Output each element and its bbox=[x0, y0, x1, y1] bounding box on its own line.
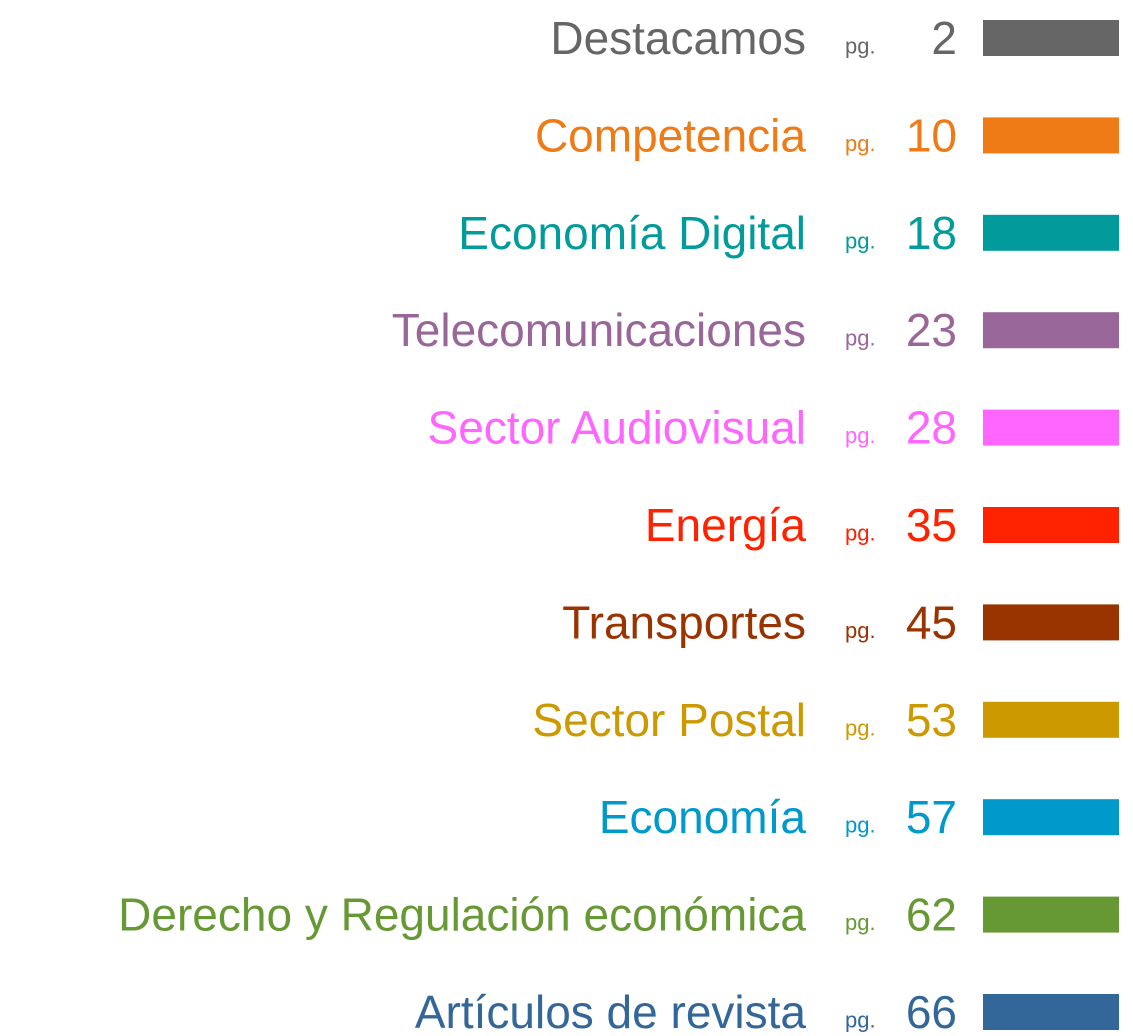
entry-label: Transportes bbox=[562, 596, 806, 648]
color-bar bbox=[983, 117, 1119, 154]
color-bar bbox=[983, 604, 1119, 641]
page-number: 28 bbox=[906, 402, 957, 454]
color-bar bbox=[983, 799, 1119, 836]
color-bar bbox=[983, 20, 1119, 56]
page-prefix: pg. bbox=[845, 521, 876, 546]
page-number: 66 bbox=[906, 986, 957, 1036]
color-bar bbox=[983, 994, 1119, 1030]
entry-label: Destacamos bbox=[550, 12, 806, 64]
entry-label: Competencia bbox=[535, 109, 806, 161]
page-number: 53 bbox=[906, 694, 957, 746]
page-prefix: pg. bbox=[845, 715, 876, 740]
page-prefix: pg. bbox=[845, 423, 876, 448]
page-prefix: pg. bbox=[845, 910, 876, 935]
page-number: 10 bbox=[906, 109, 957, 161]
entry-label: Economía bbox=[599, 791, 807, 843]
page-prefix: pg. bbox=[845, 1008, 876, 1033]
entry-label: Economía Digital bbox=[458, 207, 806, 259]
color-bar bbox=[983, 409, 1119, 446]
page-number: 23 bbox=[906, 304, 957, 356]
page-number: 62 bbox=[906, 889, 957, 941]
page-number: 57 bbox=[906, 791, 957, 843]
color-bar bbox=[983, 312, 1119, 349]
entry-label: Artículos de revista bbox=[415, 986, 807, 1036]
page-prefix: pg. bbox=[845, 813, 876, 838]
color-bar bbox=[983, 701, 1119, 738]
entry-label: Derecho y Regulación económica bbox=[118, 889, 806, 941]
page-number: 35 bbox=[906, 499, 957, 551]
entry-label: Telecomunicaciones bbox=[392, 304, 806, 356]
color-bar bbox=[983, 896, 1119, 933]
entry-label: Sector Postal bbox=[532, 694, 806, 746]
entry-label: Sector Audiovisual bbox=[428, 402, 806, 454]
entry-label: Energía bbox=[645, 499, 807, 551]
page-number: 18 bbox=[906, 207, 957, 259]
page-prefix: pg. bbox=[845, 228, 876, 253]
page-prefix: pg. bbox=[845, 34, 876, 59]
page-prefix: pg. bbox=[845, 326, 876, 351]
page-number: 45 bbox=[906, 596, 957, 648]
page-prefix: pg. bbox=[845, 131, 876, 156]
color-bar bbox=[983, 214, 1119, 251]
page-number: 2 bbox=[931, 12, 957, 64]
page-prefix: pg. bbox=[845, 618, 876, 643]
color-bar bbox=[983, 507, 1119, 543]
